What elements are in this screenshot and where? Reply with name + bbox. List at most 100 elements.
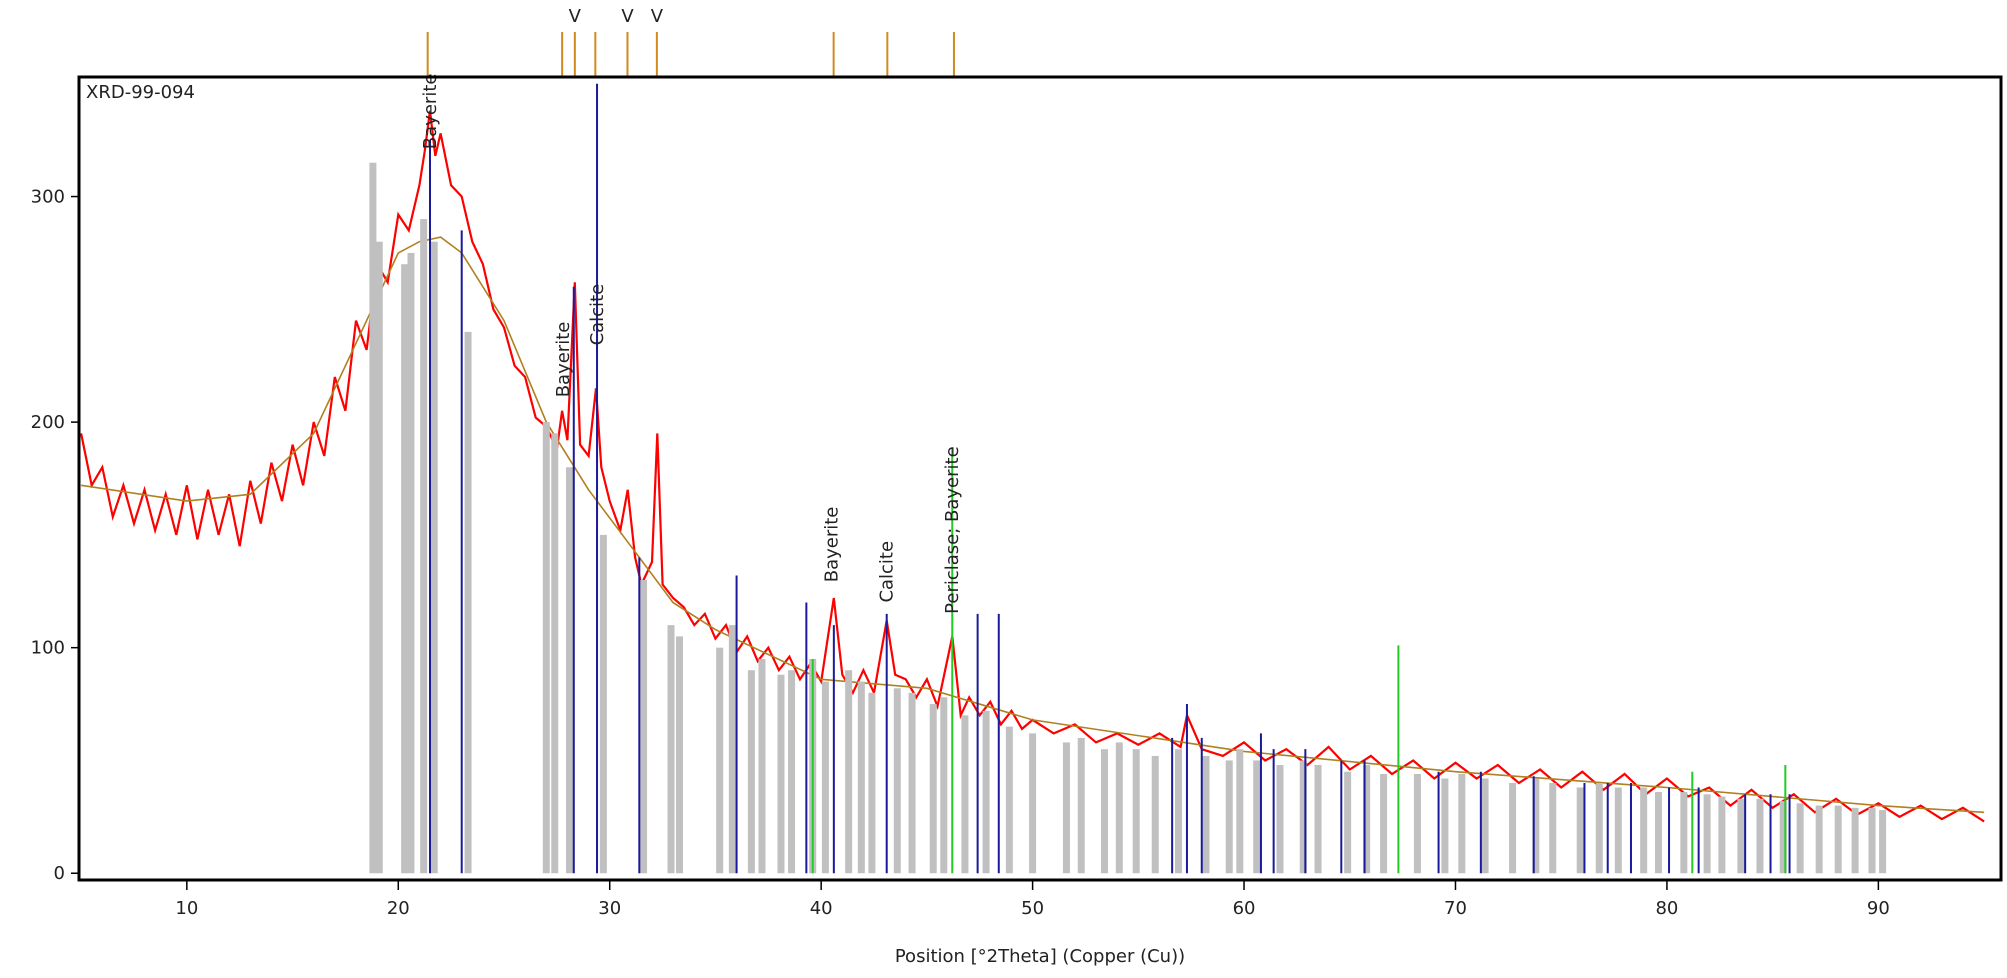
top-marker-label: V bbox=[569, 6, 582, 27]
reference-bar bbox=[1276, 764, 1284, 874]
reference-bar bbox=[640, 580, 648, 874]
reference-bar bbox=[1868, 807, 1876, 874]
reference-bar bbox=[1380, 773, 1388, 874]
plot-frame bbox=[77, 75, 2003, 882]
reference-bar bbox=[1115, 742, 1123, 874]
y-tick-label: 300 bbox=[31, 187, 65, 208]
x-tick-label: 50 bbox=[1021, 898, 1044, 919]
reference-bar bbox=[1253, 760, 1261, 874]
reference-bar bbox=[1718, 796, 1726, 874]
reference-bar bbox=[1654, 792, 1662, 874]
reference-bar bbox=[1100, 749, 1108, 874]
reference-bar bbox=[747, 670, 755, 874]
x-tick-label: 30 bbox=[598, 898, 621, 919]
chart-title: XRD-99-094 bbox=[86, 82, 195, 103]
x-tick-label: 60 bbox=[1233, 898, 1256, 919]
reference-bar bbox=[675, 636, 683, 874]
reference-bar bbox=[929, 704, 937, 874]
reference-bar bbox=[1640, 787, 1648, 874]
x-tick-label: 10 bbox=[175, 898, 198, 919]
reference-bar bbox=[1132, 749, 1140, 874]
reference-bar bbox=[420, 219, 428, 874]
y-tick-label: 0 bbox=[54, 863, 65, 884]
reference-bar bbox=[1796, 803, 1804, 874]
reference-bar bbox=[940, 697, 948, 874]
reference-bar bbox=[1005, 726, 1013, 874]
peak-label: Bayerite bbox=[553, 322, 574, 398]
reference-bar bbox=[1576, 787, 1584, 874]
reference-bar bbox=[542, 422, 550, 874]
reference-bar bbox=[1413, 773, 1421, 874]
reference-bar bbox=[961, 715, 969, 874]
reference-bar bbox=[1779, 801, 1787, 874]
reference-bar bbox=[1151, 755, 1159, 874]
reference-bar bbox=[1363, 764, 1371, 874]
x-tick-label: 70 bbox=[1444, 898, 1467, 919]
reference-bar bbox=[599, 534, 607, 874]
reference-bar bbox=[845, 670, 853, 874]
reference-bar bbox=[1299, 760, 1307, 874]
reference-bar bbox=[1344, 771, 1352, 874]
reference-bar bbox=[982, 710, 990, 874]
reference-bar bbox=[1458, 773, 1466, 874]
peak-label: Calcite bbox=[877, 541, 898, 603]
peak-label: Periclase; Bayerite bbox=[942, 446, 963, 614]
reference-bar bbox=[908, 692, 916, 874]
x-axis-title: Position [°2Theta] (Copper (Cu)) bbox=[895, 946, 1185, 967]
reference-bar bbox=[667, 625, 675, 874]
reference-bar bbox=[1879, 810, 1887, 874]
peak-label: Bayerite bbox=[420, 74, 441, 150]
pattern-line bbox=[80, 110, 1985, 823]
peak-label: Calcite bbox=[587, 284, 608, 346]
top-marker-label: V bbox=[651, 6, 664, 27]
reference-bar bbox=[369, 162, 377, 874]
reference-bar bbox=[893, 688, 901, 874]
reference-bar bbox=[1595, 783, 1603, 874]
reference-bar bbox=[375, 241, 383, 874]
reference-bar bbox=[777, 674, 785, 874]
reference-bar bbox=[716, 647, 724, 874]
reference-bar bbox=[857, 681, 865, 874]
x-tick-label: 20 bbox=[387, 898, 410, 919]
reference-bar bbox=[1481, 778, 1489, 874]
reference-bar bbox=[1756, 798, 1764, 874]
x-tick-label: 90 bbox=[1867, 898, 1890, 919]
reference-bar bbox=[1029, 733, 1037, 874]
reference-bar bbox=[1737, 798, 1745, 874]
reference-bar bbox=[868, 692, 876, 874]
reference-bar bbox=[1202, 755, 1210, 874]
reference-bar bbox=[728, 625, 736, 874]
reference-bar bbox=[1077, 737, 1085, 874]
reference-bar bbox=[401, 264, 409, 874]
reference-bar bbox=[430, 241, 438, 874]
reference-bar bbox=[1851, 807, 1859, 874]
plot-area bbox=[80, 110, 1985, 823]
reference-bar bbox=[1549, 783, 1557, 874]
top-marker-label: V bbox=[621, 6, 634, 27]
reference-bar bbox=[1174, 749, 1182, 874]
reference-bar bbox=[821, 681, 829, 874]
reference-bar bbox=[758, 658, 766, 874]
reference-bar bbox=[407, 252, 415, 874]
x-tick-label: 40 bbox=[810, 898, 833, 919]
reference-bar bbox=[1614, 787, 1622, 874]
reference-bar bbox=[1441, 778, 1449, 874]
y-tick-label: 100 bbox=[31, 638, 65, 659]
reference-bar bbox=[1532, 778, 1540, 874]
reference-bar bbox=[1225, 760, 1233, 874]
reference-bar bbox=[1062, 742, 1070, 874]
reference-bar bbox=[1236, 749, 1244, 874]
reference-bar bbox=[1815, 805, 1823, 874]
background-line bbox=[80, 236, 1985, 814]
reference-bar bbox=[1314, 764, 1322, 874]
peak-label: Bayerite bbox=[822, 507, 843, 583]
y-tick-label: 200 bbox=[31, 412, 65, 433]
reference-bar bbox=[566, 467, 574, 874]
reference-bar bbox=[1509, 783, 1517, 874]
reference-bar bbox=[464, 331, 472, 874]
x-tick-label: 80 bbox=[1655, 898, 1678, 919]
reference-bar bbox=[1703, 794, 1711, 874]
reference-bar bbox=[551, 433, 559, 874]
